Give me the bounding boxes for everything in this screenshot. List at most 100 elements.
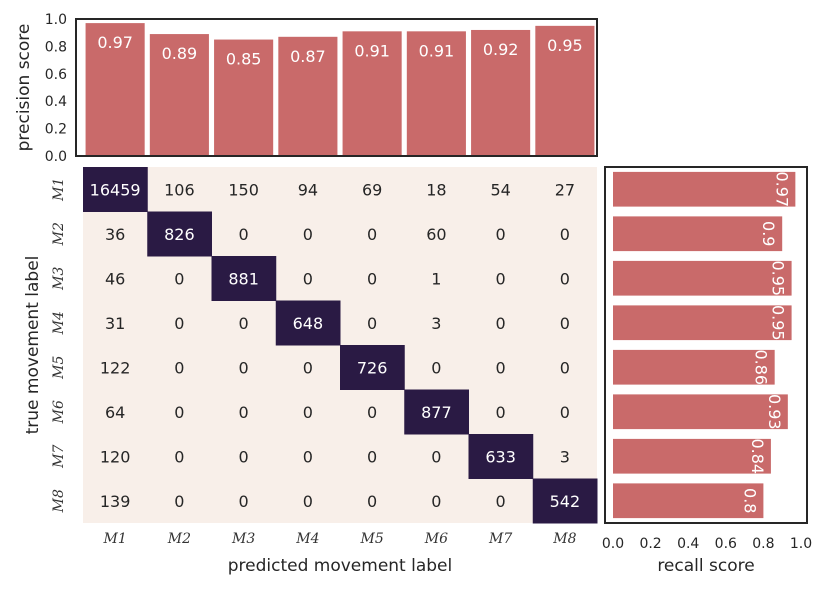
heatmap-cell-label: 633 xyxy=(485,447,516,466)
heatmap-row-label: M2 xyxy=(51,222,67,246)
precision-bar xyxy=(406,31,466,156)
precision-frame xyxy=(75,18,598,157)
heatmap-cell-label: 0 xyxy=(367,269,377,288)
heatmap-cell-label: 0 xyxy=(174,314,184,333)
precision-bar xyxy=(278,36,338,157)
precision-bar xyxy=(342,31,402,156)
heatmap-cell-label: 18 xyxy=(426,180,446,199)
heatmap-xlabel: predicted movement label xyxy=(228,556,453,576)
heatmap-row-label: M5 xyxy=(51,356,67,380)
recall-bar-label: 0.97 xyxy=(772,171,791,207)
recall-xtick: 0.4 xyxy=(677,536,699,552)
heatmap-cell-label: 0 xyxy=(496,225,506,244)
precision-bar-label: 0.89 xyxy=(162,44,198,63)
heatmap-cell xyxy=(468,434,534,479)
heatmap-cell-label: 60 xyxy=(426,225,446,244)
precision-chart: 0.0 0.2 0.4 0.6 0.8 1.0 0.97 0.89 0.85 0.87 0.91 0.… xyxy=(14,12,598,165)
heatmap-cell-label: 0 xyxy=(431,492,441,511)
heatmap-col-label: M8 xyxy=(552,531,576,547)
heatmap-cell-label: 69 xyxy=(362,180,382,199)
heatmap-row-label: M6 xyxy=(51,400,67,424)
heatmap-cell-label: 0 xyxy=(239,314,249,333)
recall-bar-label: 0.93 xyxy=(765,394,784,430)
heatmap-cell-label: 0 xyxy=(431,447,441,466)
heatmap-col-label: M5 xyxy=(360,531,384,547)
precision-bar-label: 0.97 xyxy=(97,33,133,52)
heatmap-cell-label: 0 xyxy=(239,492,249,511)
heatmap-cell xyxy=(147,211,212,257)
heatmap-cell-label: 120 xyxy=(100,447,131,466)
recall-bar xyxy=(613,349,775,385)
heatmap-cell-label: 0 xyxy=(174,358,184,377)
heatmap-cell xyxy=(532,478,598,524)
precision-ytick: 1.0 xyxy=(45,12,67,28)
heatmap-cell-label: 0 xyxy=(239,358,249,377)
recall-bar-label: 0.95 xyxy=(769,260,788,296)
precision-bar-label: 0.91 xyxy=(354,41,390,60)
heatmap-cell-label: 0 xyxy=(560,269,570,288)
heatmap-cell-label: 0 xyxy=(174,492,184,511)
heatmap-col-label: M7 xyxy=(488,531,512,547)
recall-bar-label: 0.8 xyxy=(740,488,759,513)
heatmap-col-label: M6 xyxy=(424,531,448,547)
recall-bar-label: 0.95 xyxy=(769,305,788,341)
heatmap-cell-label: 0 xyxy=(496,269,506,288)
heatmap-cell-label: 1 xyxy=(431,269,441,288)
recall-xtick: 0.0 xyxy=(602,536,624,552)
heatmap-cell-label: 0 xyxy=(496,358,506,377)
heatmap-col-label: M1 xyxy=(103,531,127,547)
heatmap-cell-label: 0 xyxy=(431,358,441,377)
recall-bar xyxy=(613,483,764,519)
heatmap-cell-label: 0 xyxy=(496,314,506,333)
heatmap-cell-label: 0 xyxy=(560,358,570,377)
heatmap-ylabel: true movement label xyxy=(23,256,43,435)
heatmap-cell-label: 46 xyxy=(105,269,125,288)
recall-xtick: 1.0 xyxy=(790,536,812,552)
recall-bar xyxy=(613,171,796,207)
precision-bar-label: 0.91 xyxy=(419,41,455,60)
heatmap-cell-label: 0 xyxy=(496,403,506,422)
heatmap-cell xyxy=(275,300,341,346)
precision-bar xyxy=(471,29,531,156)
heatmap-cell-label: 31 xyxy=(105,314,125,333)
heatmap-cell-label: 0 xyxy=(239,403,249,422)
heatmap-cell-label: 0 xyxy=(560,225,570,244)
heatmap-cell-label: 139 xyxy=(100,492,131,511)
heatmap-cell-label: 0 xyxy=(174,447,184,466)
recall-bar xyxy=(613,305,792,341)
heatmap-cell-label: 542 xyxy=(550,492,581,511)
heatmap-cell-label: 0 xyxy=(560,403,570,422)
heatmap-cell-label: 648 xyxy=(293,314,324,333)
heatmap-cell-label: 0 xyxy=(239,225,249,244)
heatmap-cell-label: 0 xyxy=(303,492,313,511)
heatmap-cell-label: 106 xyxy=(164,180,195,199)
confusion-heatmap: 16459 106 150 94 69 18 54 27 36 826 0 0 0 60 0 0 46 0 881 0… xyxy=(23,167,598,576)
heatmap-cell xyxy=(83,167,148,212)
heatmap-cell-label: 0 xyxy=(560,314,570,333)
heatmap-cell-label: 27 xyxy=(555,180,575,199)
heatmap-cell-label: 3 xyxy=(560,447,570,466)
heatmap-cell-label: 0 xyxy=(303,403,313,422)
precision-ytick: 0.2 xyxy=(45,122,67,138)
precision-ytick: 0.6 xyxy=(45,67,67,83)
heatmap-row-label: M7 xyxy=(51,445,67,469)
heatmap-cell-label: 0 xyxy=(367,492,377,511)
recall-xtick: 0.2 xyxy=(639,536,661,552)
heatmap-cell-label: 0 xyxy=(367,225,377,244)
precision-bar-label: 0.87 xyxy=(290,47,326,66)
precision-bar-label: 0.95 xyxy=(547,36,583,55)
recall-bar xyxy=(613,216,783,252)
precision-ytick: 0.8 xyxy=(45,39,67,55)
recall-bar xyxy=(613,394,788,430)
recall-chart: 0.97 0.9 0.95 0.95 0.86 0.93 0.84 0.8 0.0 0.2 0.4 0… xyxy=(602,166,812,576)
heatmap-cell-label: 64 xyxy=(105,403,125,422)
heatmap-cell xyxy=(404,389,469,435)
heatmap-cell-label: 122 xyxy=(100,358,131,377)
heatmap-cell-label: 3 xyxy=(431,314,441,333)
precision-bar xyxy=(149,34,209,156)
heatmap-col-label: M3 xyxy=(231,531,255,547)
recall-bar-label: 0.84 xyxy=(748,438,767,474)
heatmap-col-label: M4 xyxy=(295,531,319,547)
heatmap-cell-label: 0 xyxy=(303,225,313,244)
